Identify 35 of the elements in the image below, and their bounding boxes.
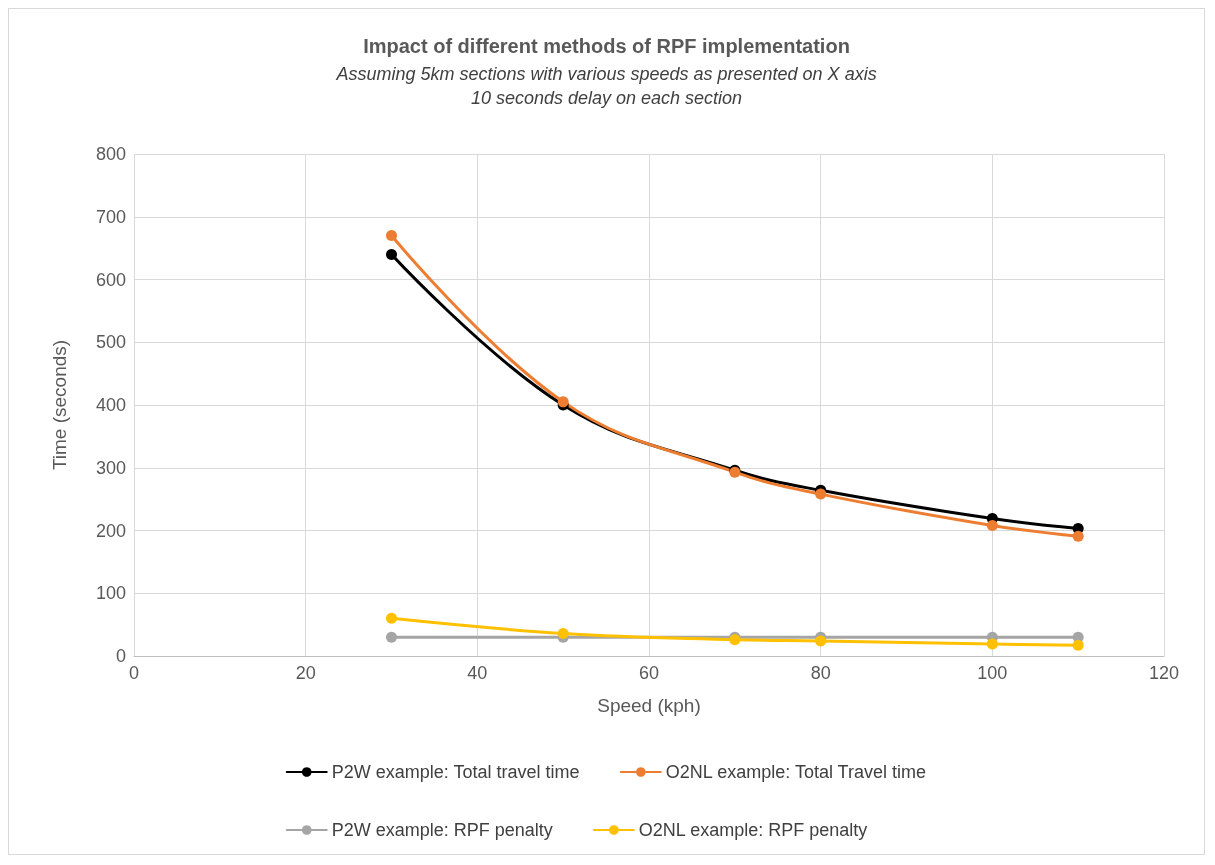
- y-tick-label: 500: [95, 332, 126, 353]
- y-tick-label: 0: [115, 646, 126, 666]
- legend-label: O2NL example: RPF penalty: [638, 820, 868, 840]
- point: [986, 638, 998, 650]
- x-tick-label: 0: [128, 663, 140, 683]
- x-tick-label: 60: [638, 663, 660, 683]
- x-tick-label: 100: [977, 663, 1008, 683]
- y-tick-label: 300: [95, 457, 126, 478]
- point: [815, 488, 827, 500]
- y-axis-title: Time (seconds): [49, 339, 70, 471]
- y-tick-label: 800: [95, 144, 126, 164]
- legend-label: P2W example: RPF penalty: [331, 820, 553, 840]
- legend-label: O2NL example: Total Travel time: [665, 762, 926, 782]
- x-tick-label: 80: [810, 663, 831, 683]
- point: [815, 635, 827, 647]
- chart-title: Impact of different methods of RPF implementation: [363, 35, 850, 57]
- point: [1072, 639, 1084, 651]
- point: [557, 627, 569, 639]
- chart-subtitle: Assuming 5km sections with various speeds as presented on X axis 10 seconds delay on each section: [335, 64, 877, 108]
- point: [386, 248, 397, 260]
- x-axis-title: Speed (kph): [597, 695, 701, 716]
- point: [386, 631, 397, 643]
- y-tick-label: 700: [95, 206, 126, 227]
- y-tick-label: 200: [95, 520, 126, 541]
- x-tick-label: 20: [295, 663, 316, 683]
- y-tick-label: 100: [95, 583, 126, 604]
- point: [986, 519, 998, 531]
- y-tick-label: 600: [95, 269, 126, 290]
- point: [386, 230, 397, 242]
- x-tick-label: 120: [1148, 663, 1180, 683]
- y-tick-label: 400: [95, 395, 126, 415]
- point: [1072, 530, 1084, 542]
- point: [386, 612, 397, 624]
- x-tick-label: 40: [467, 663, 488, 683]
- legend-label: P2W example: Total travel time: [331, 762, 580, 782]
